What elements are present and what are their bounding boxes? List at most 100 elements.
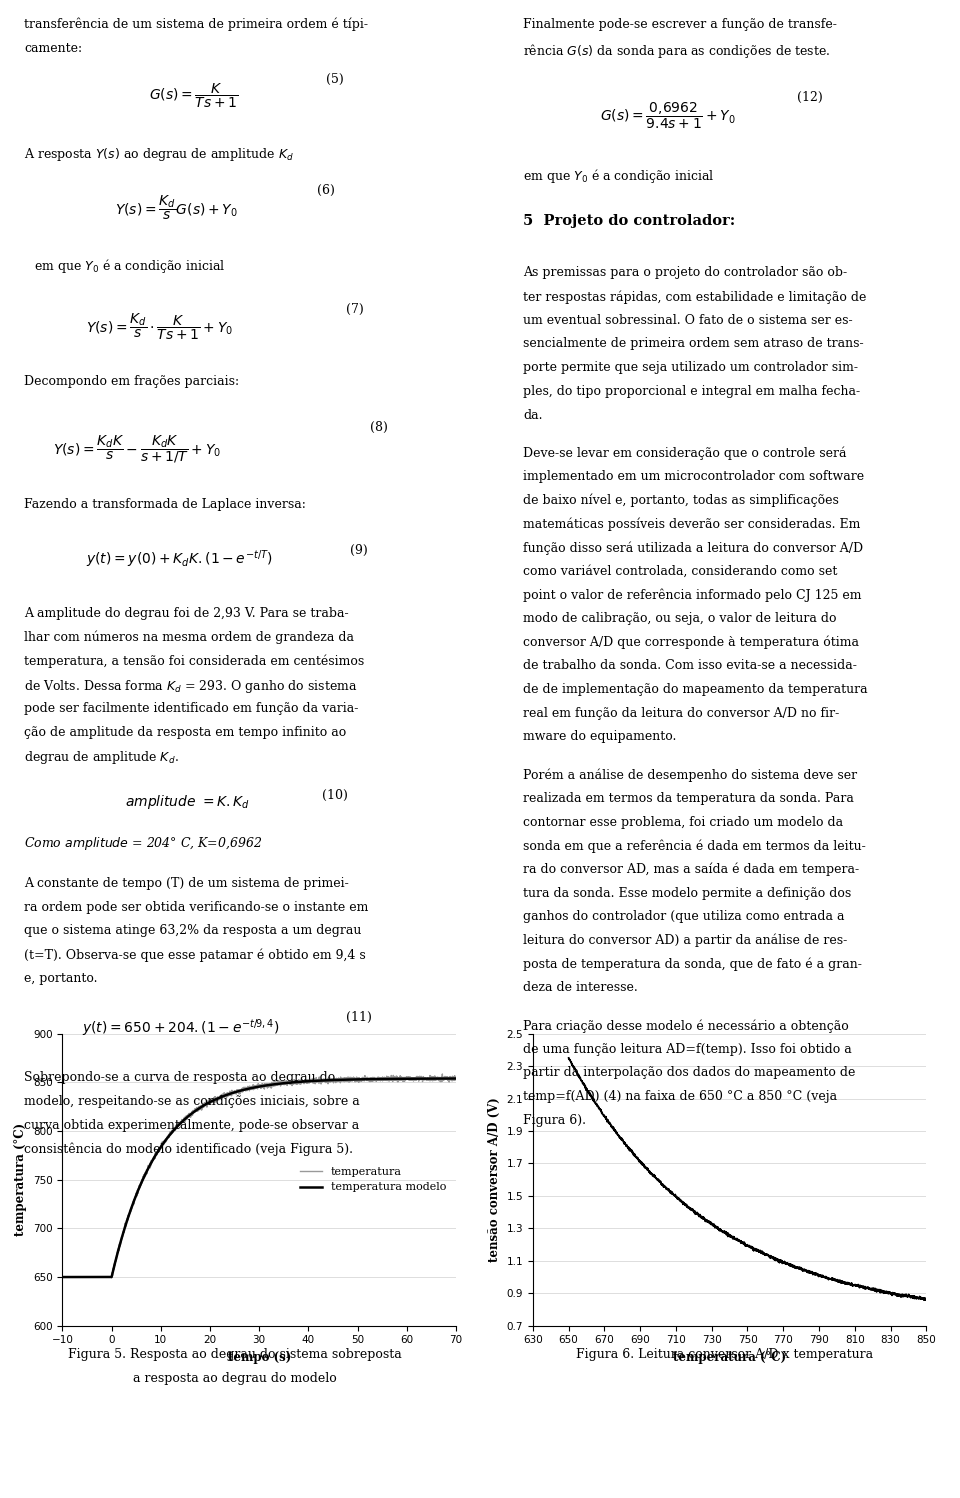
Text: sencialmente de primeira ordem sem atraso de trans-: sencialmente de primeira ordem sem atras… (523, 337, 864, 351)
Text: a resposta ao degrau do modelo: a resposta ao degrau do modelo (133, 1372, 337, 1384)
Text: $G\left(s\right)=\dfrac{K}{Ts+1}$: $G\left(s\right)=\dfrac{K}{Ts+1}$ (149, 82, 238, 111)
Text: $Y\left(s\right)=\dfrac{K_d K}{s}-\dfrac{K_d K}{s+1/T}+Y_0$: $Y\left(s\right)=\dfrac{K_d K}{s}-\dfrac… (53, 433, 221, 464)
Text: conversor A/D que corresponde à temperatura ótima: conversor A/D que corresponde à temperat… (523, 635, 859, 649)
Text: (10): (10) (322, 789, 348, 801)
Text: modo de calibração, ou seja, o valor de leitura do: modo de calibração, ou seja, o valor de … (523, 613, 837, 625)
Text: de trabalho da sonda. Com isso evita-se a necessida-: de trabalho da sonda. Com isso evita-se … (523, 659, 857, 673)
Y-axis label: temperatura (°C): temperatura (°C) (14, 1124, 28, 1236)
Text: em que $Y_0$ é a condição inicial: em que $Y_0$ é a condição inicial (34, 258, 226, 276)
Text: Figura 6).: Figura 6). (523, 1115, 587, 1126)
Text: A amplitude do degrau foi de 2,93 V. Para se traba-: A amplitude do degrau foi de 2,93 V. Par… (24, 607, 348, 620)
Text: point o valor de referência informado pelo CJ 125 em: point o valor de referência informado pe… (523, 589, 862, 602)
Text: 5  Projeto do controlador:: 5 Projeto do controlador: (523, 214, 735, 228)
temperatura modelo (57, 1267, 68, 1285)
temperatura (437, 1065, 448, 1083)
Y-axis label: tensão conversor A/D (V): tensão conversor A/D (V) (488, 1098, 501, 1261)
Text: lhar com números na mesma ordem de grandeza da: lhar com números na mesma ordem de grand… (24, 631, 354, 644)
Text: transferência de um sistema de primeira ordem é típi-: transferência de um sistema de primeira … (24, 18, 368, 31)
Text: de baixo nível e, portanto, todas as simplificações: de baixo nível e, portanto, todas as sim… (523, 494, 839, 508)
Text: $Y\left(s\right)=\dfrac{K_d}{s}G\left(s\right)+Y_0$: $Y\left(s\right)=\dfrac{K_d}{s}G\left(s\… (115, 193, 238, 222)
temperatura (102, 1267, 113, 1285)
Text: realizada em termos da temperatura da sonda. Para: realizada em termos da temperatura da so… (523, 792, 854, 804)
Text: (t=T). Observa-se que esse patamar é obtido em 9,4 s: (t=T). Observa-se que esse patamar é obt… (24, 948, 366, 962)
Text: de uma função leitura AD=f(temp). Isso foi obtido a: de uma função leitura AD=f(temp). Isso f… (523, 1043, 852, 1056)
temperatura modelo (400, 1070, 412, 1088)
Text: Finalmente pode-se escrever a função de transfe-: Finalmente pode-se escrever a função de … (523, 18, 837, 31)
temperatura modelo (102, 1267, 113, 1285)
Text: da.: da. (523, 409, 542, 421)
temperatura (57, 1267, 68, 1285)
Text: curva obtida experimentalmente, pode-se observar a: curva obtida experimentalmente, pode-se … (24, 1119, 359, 1131)
temperatura (125, 1200, 136, 1218)
Text: partir da interpolação dos dados do mapeamento de: partir da interpolação dos dados do mape… (523, 1067, 855, 1080)
Text: e, portanto.: e, portanto. (24, 972, 98, 984)
Text: real em função da leitura do conversor A/D no fir-: real em função da leitura do conversor A… (523, 707, 839, 719)
Text: função disso será utilizada a leitura do conversor A/D: função disso será utilizada a leitura do… (523, 541, 863, 554)
Text: A constante de tempo (T) de um sistema de primei-: A constante de tempo (T) de um sistema d… (24, 878, 348, 890)
Text: tura da sonda. Esse modelo permite a definição dos: tura da sonda. Esse modelo permite a def… (523, 887, 852, 900)
Text: ra do conversor AD, mas a saída é dada em tempera-: ra do conversor AD, mas a saída é dada e… (523, 863, 859, 876)
Text: (5): (5) (326, 73, 344, 85)
Text: (11): (11) (346, 1011, 372, 1025)
Text: (9): (9) (350, 544, 368, 557)
temperatura (400, 1070, 412, 1088)
Text: $amplitude\ =K.K_d$: $amplitude\ =K.K_d$ (125, 794, 250, 812)
Text: $Y\left(s\right)=\dfrac{K_d}{s}\cdot\dfrac{K}{Ts+1}+Y_0$: $Y\left(s\right)=\dfrac{K_d}{s}\cdot\dfr… (86, 312, 233, 343)
Text: matemáticas possíveis deverão ser consideradas. Em: matemáticas possíveis deverão ser consid… (523, 517, 860, 530)
X-axis label: tempo (s): tempo (s) (228, 1351, 291, 1365)
X-axis label: temperatura (°C): temperatura (°C) (673, 1351, 786, 1365)
temperatura (225, 1085, 236, 1103)
Text: que o sistema atinge 63,2% da resposta a um degrau: que o sistema atinge 63,2% da resposta a… (24, 924, 361, 938)
Text: modelo, respeitando-se as condições iniciais, sobre a: modelo, respeitando-se as condições inic… (24, 1095, 360, 1109)
temperatura (106, 1269, 117, 1287)
Text: deza de interesse.: deza de interesse. (523, 981, 638, 995)
Text: camente:: camente: (24, 42, 83, 54)
temperatura (450, 1070, 462, 1088)
Text: porte permite que seja utilizado um controlador sim-: porte permite que seja utilizado um cont… (523, 361, 858, 374)
Text: mware do equipamento.: mware do equipamento. (523, 731, 677, 743)
Text: implementado em um microcontrolador com software: implementado em um microcontrolador com … (523, 470, 864, 482)
Text: rência $G(s)$ da sonda para as condições de teste.: rência $G(s)$ da sonda para as condições… (523, 42, 830, 60)
Line: temperatura modelo: temperatura modelo (62, 1079, 456, 1276)
temperatura (207, 1094, 219, 1112)
Text: de de implementação do mapeamento da temperatura: de de implementação do mapeamento da tem… (523, 683, 868, 697)
Text: $y(t)=y(0)+K_d K.(1-e^{-t/T})$: $y(t)=y(0)+K_d K.(1-e^{-t/T})$ (86, 548, 274, 571)
temperatura (443, 1068, 454, 1086)
temperatura modelo (450, 1070, 462, 1088)
Text: Figura 5. Resposta ao degrau do sistema sobreposta: Figura 5. Resposta ao degrau do sistema … (68, 1348, 402, 1362)
Line: temperatura: temperatura (62, 1074, 456, 1278)
Text: ples, do tipo proporcional e integral em malha fecha-: ples, do tipo proporcional e integral em… (523, 385, 860, 398)
Text: $G(s)=\dfrac{0{,}6962}{9.4s+1}+Y_0$: $G(s)=\dfrac{0{,}6962}{9.4s+1}+Y_0$ (600, 100, 735, 132)
Legend: temperatura, temperatura modelo: temperatura, temperatura modelo (295, 1162, 450, 1197)
temperatura modelo (225, 1085, 236, 1103)
Text: em que $Y_0$ é a condição inicial: em que $Y_0$ é a condição inicial (523, 168, 715, 186)
Text: ra ordem pode ser obtida verificando-se o instante em: ra ordem pode ser obtida verificando-se … (24, 900, 369, 914)
Text: consistência do modelo identificado (veja Figura 5).: consistência do modelo identificado (vej… (24, 1143, 353, 1156)
Text: um eventual sobressinal. O fato de o sistema ser es-: um eventual sobressinal. O fato de o sis… (523, 315, 852, 327)
temperatura modelo (207, 1092, 219, 1110)
Text: As premissas para o projeto do controlador são ob-: As premissas para o projeto do controlad… (523, 267, 848, 280)
Text: ter respostas rápidas, com estabilidade e limitação de: ter respostas rápidas, com estabilidade … (523, 291, 867, 304)
Text: de Volts. Dessa forma $K_d$ = 293. O ganho do sistema: de Volts. Dessa forma $K_d$ = 293. O gan… (24, 679, 357, 695)
Text: pode ser facilmente identificado em função da varia-: pode ser facilmente identificado em funç… (24, 703, 358, 715)
Text: A resposta $Y(s)$ ao degrau de amplitude $K_d$: A resposta $Y(s)$ ao degrau de amplitude… (24, 145, 294, 163)
Text: temp=f(AD) (4) na faixa de 650 °C a 850 °C (veja: temp=f(AD) (4) na faixa de 650 °C a 850 … (523, 1091, 837, 1103)
Text: (6): (6) (317, 184, 335, 198)
Text: contornar esse problema, foi criado um modelo da: contornar esse problema, foi criado um m… (523, 815, 843, 828)
temperatura modelo (443, 1070, 454, 1088)
Text: (7): (7) (346, 303, 363, 316)
Text: Para criação desse modelo é necessário a obtenção: Para criação desse modelo é necessário a… (523, 1019, 849, 1032)
Text: temperatura, a tensão foi considerada em centésimos: temperatura, a tensão foi considerada em… (24, 655, 364, 668)
Text: degrau de amplitude $K_d$.: degrau de amplitude $K_d$. (24, 749, 179, 767)
Text: sonda em que a referência é dada em termos da leitu-: sonda em que a referência é dada em term… (523, 839, 866, 852)
Text: ção de amplitude da resposta em tempo infinito ao: ção de amplitude da resposta em tempo in… (24, 725, 347, 739)
Text: ganhos do controlador (que utiliza como entrada a: ganhos do controlador (que utiliza como … (523, 911, 845, 923)
temperatura modelo (125, 1201, 136, 1219)
Text: Porém a análise de desempenho do sistema deve ser: Porém a análise de desempenho do sistema… (523, 768, 857, 782)
Text: leitura do conversor AD) a partir da análise de res-: leitura do conversor AD) a partir da aná… (523, 933, 848, 947)
Text: Decompondo em frações parciais:: Decompondo em frações parciais: (24, 376, 239, 388)
Text: Fazendo a transformada de Laplace inversa:: Fazendo a transformada de Laplace invers… (24, 499, 306, 511)
Text: Sobrepondo-se a curva de resposta ao degrau do: Sobrepondo-se a curva de resposta ao deg… (24, 1071, 335, 1085)
Text: Como $amplitude$ = 204° C, K=0,6962: Como $amplitude$ = 204° C, K=0,6962 (24, 834, 262, 851)
Text: posta de temperatura da sonda, que de fato é a gran-: posta de temperatura da sonda, que de fa… (523, 957, 862, 971)
